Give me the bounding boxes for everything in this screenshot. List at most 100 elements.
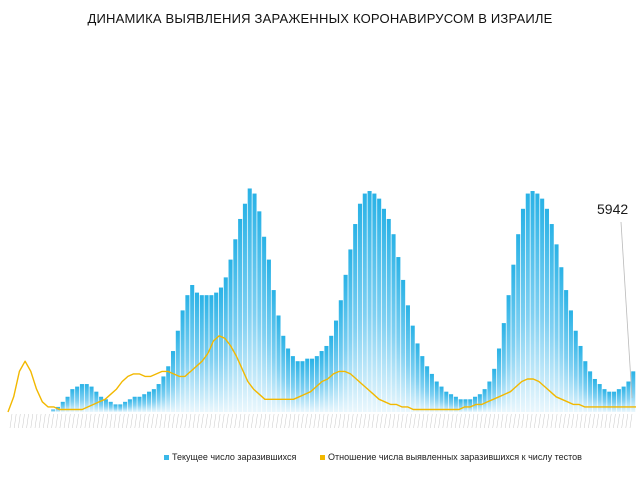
bar xyxy=(290,356,295,412)
bar xyxy=(367,191,372,412)
x-tick-mark xyxy=(26,413,29,429)
x-tick-mark xyxy=(559,413,562,429)
bar xyxy=(391,234,396,412)
legend-item-cases: Текущее число заразившихся xyxy=(164,452,296,462)
x-tick-mark xyxy=(251,413,254,429)
x-tick-mark xyxy=(388,413,391,429)
bar xyxy=(175,330,180,412)
bar xyxy=(75,386,80,412)
x-tick-mark xyxy=(80,413,83,429)
x-tick-mark xyxy=(629,413,633,429)
x-tick-mark xyxy=(334,413,337,429)
bar xyxy=(616,389,621,412)
chart-title: ДИНАМИКА ВЫЯВЛЕНИЯ ЗАРАЖЕННЫХ КОРОНАВИРУ… xyxy=(87,11,553,26)
x-tick-mark xyxy=(459,413,462,429)
bar xyxy=(314,356,319,412)
x-tick-mark xyxy=(68,413,71,429)
bar xyxy=(540,198,545,412)
x-tick-mark xyxy=(309,413,312,429)
ratio-line xyxy=(7,335,636,413)
bar xyxy=(300,361,305,412)
x-tick-mark xyxy=(301,413,304,429)
x-tick-mark xyxy=(342,413,346,429)
x-tick-mark xyxy=(604,413,608,429)
x-tick-mark xyxy=(417,413,421,429)
bar xyxy=(357,203,363,412)
bar xyxy=(381,208,386,412)
bar xyxy=(51,409,56,412)
bar xyxy=(286,348,291,412)
bar xyxy=(348,249,353,412)
x-tick-mark xyxy=(163,413,167,429)
bar xyxy=(482,389,487,412)
bar xyxy=(549,224,554,412)
bar xyxy=(252,193,257,412)
x-tick-mark xyxy=(188,413,192,429)
bar xyxy=(329,335,334,412)
x-tick-mark xyxy=(625,413,629,429)
bar xyxy=(477,394,482,412)
x-tick-mark xyxy=(147,413,150,429)
bar xyxy=(218,287,223,412)
bar xyxy=(180,310,185,412)
bar xyxy=(70,389,75,412)
bar xyxy=(338,300,343,412)
x-tick-mark xyxy=(209,413,212,429)
x-tick-mark xyxy=(355,413,358,429)
bar xyxy=(362,193,367,412)
bar xyxy=(535,193,540,412)
x-tick-mark xyxy=(350,413,354,429)
x-tick-mark xyxy=(246,413,250,429)
x-tick-mark xyxy=(213,413,217,429)
bar xyxy=(429,373,434,412)
bar xyxy=(516,234,521,412)
bar xyxy=(564,290,569,412)
x-tick-mark xyxy=(105,413,108,429)
x-tick-mark xyxy=(101,413,104,429)
bar xyxy=(333,320,339,412)
x-tick-mark xyxy=(363,413,366,429)
bar xyxy=(147,391,152,412)
x-tick-mark xyxy=(434,413,437,429)
bar xyxy=(458,399,463,412)
bar xyxy=(353,224,358,412)
bar xyxy=(612,391,617,412)
x-tick-mark xyxy=(600,413,604,429)
bar xyxy=(151,389,156,412)
x-tick-mark xyxy=(167,413,171,429)
bar xyxy=(247,188,252,412)
legend-label-ratio: Отношение числа выявленных заразившихся … xyxy=(328,452,582,462)
x-tick-mark xyxy=(238,413,242,429)
peak-annotation: 5942 xyxy=(597,201,629,217)
x-tick-mark xyxy=(176,413,179,429)
legend-swatch-cases xyxy=(164,454,169,460)
x-tick-mark xyxy=(172,413,175,429)
x-tick-mark xyxy=(271,413,275,429)
x-tick-mark xyxy=(325,413,329,429)
bar xyxy=(626,381,631,412)
x-tick-mark xyxy=(409,413,412,429)
bar xyxy=(233,239,238,412)
x-tick-mark xyxy=(196,413,200,429)
x-tick-mark xyxy=(567,413,570,429)
x-tick-mark xyxy=(438,413,441,429)
x-tick-mark xyxy=(76,413,79,429)
x-tick-mark xyxy=(588,413,591,429)
x-tick-mark xyxy=(375,413,379,429)
x-tick-mark xyxy=(97,413,100,429)
bar xyxy=(271,290,276,412)
bar xyxy=(295,361,300,412)
bar xyxy=(449,394,454,412)
bar xyxy=(94,391,99,412)
bar xyxy=(573,330,578,412)
x-tick-mark xyxy=(425,413,429,429)
x-tick-mark xyxy=(592,413,595,429)
x-tick-mark xyxy=(346,413,350,429)
x-tick-mark xyxy=(13,413,17,429)
x-tick-mark xyxy=(500,413,504,429)
bar xyxy=(631,371,636,412)
x-tick-mark xyxy=(538,413,541,429)
x-tick-mark xyxy=(554,413,558,429)
bar xyxy=(410,325,415,412)
bar xyxy=(190,285,195,412)
